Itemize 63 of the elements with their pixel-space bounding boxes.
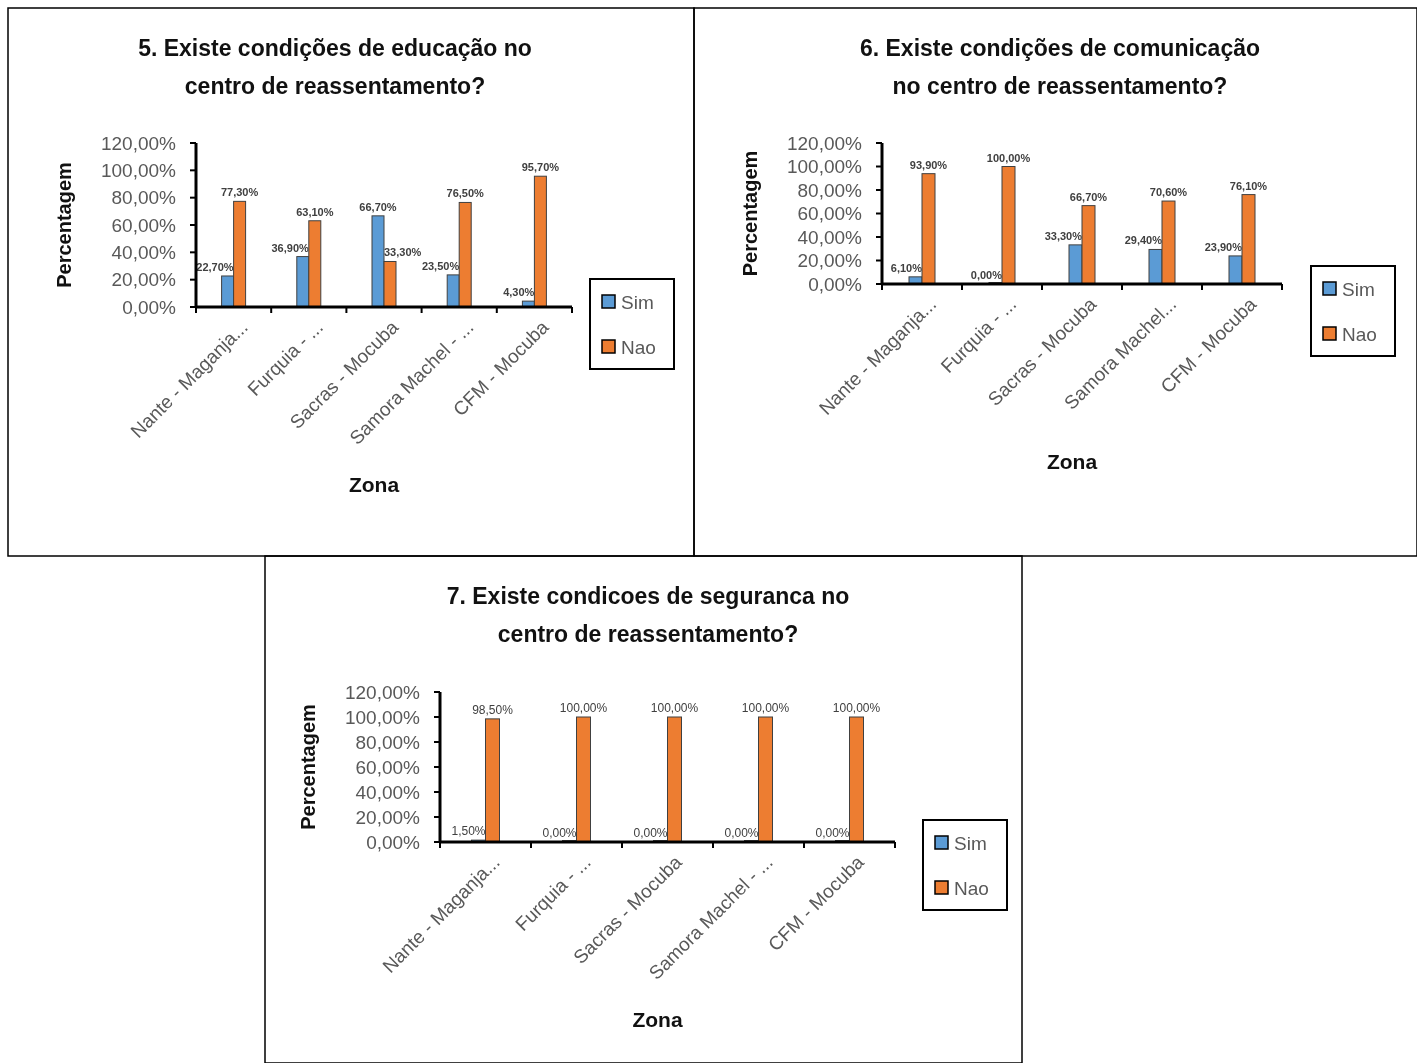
data-label: 63,10%	[296, 205, 334, 218]
y-tick-label: 80,00%	[355, 731, 421, 753]
chart-title: 6. Existe condições de comunicação no centro de reassentamento?	[859, 35, 1261, 99]
data-label: 33,30%	[1044, 229, 1083, 242]
legend-label: Nao	[621, 336, 656, 358]
y-tick-label: 60,00%	[797, 203, 863, 225]
data-label: 100,00%	[650, 701, 699, 715]
legend-label: Sim	[1342, 278, 1375, 300]
y-tick-label: 120,00%	[786, 132, 863, 154]
y-tick-label: 120,00%	[100, 132, 177, 154]
data-label: 66,70%	[1069, 190, 1108, 203]
y-axis-title: Percentagem	[53, 162, 75, 288]
data-label: 0,00%	[970, 269, 1003, 281]
legend-label: Sim	[621, 291, 654, 313]
data-label: 100,00%	[559, 701, 608, 715]
y-tick-label: 40,00%	[355, 781, 421, 803]
data-label: 0,00%	[542, 826, 577, 840]
y-tick-label: 60,00%	[355, 756, 421, 778]
y-tick-label: 0,00%	[366, 831, 421, 853]
data-label: 0,00%	[633, 826, 668, 840]
data-label: 100,00%	[741, 701, 790, 715]
y-tick-label: 0,00%	[122, 296, 177, 318]
y-axis-title: Percentagem	[297, 704, 319, 830]
data-label: 93,90%	[909, 158, 948, 171]
data-label: 70,60%	[1149, 186, 1188, 199]
data-label: 66,70%	[359, 200, 397, 213]
data-label: 29,40%	[1124, 234, 1163, 247]
y-tick-label: 120,00%	[344, 681, 421, 703]
data-label: 4,30%	[503, 286, 535, 299]
y-tick-label: 80,00%	[797, 179, 863, 201]
data-label: 76,50%	[446, 187, 485, 200]
y-tick-label: 20,00%	[797, 250, 863, 272]
y-tick-label: 80,00%	[111, 187, 177, 209]
y-tick-label: 0,00%	[808, 273, 863, 295]
data-label: 0,00%	[724, 826, 759, 840]
chart-title: 7. Existe condicoes de seguranca no centro de reassentamento?	[446, 583, 850, 647]
legend-label: Nao	[954, 877, 989, 899]
y-axis-title: Percentagem	[739, 150, 761, 277]
data-label: 76,10%	[1229, 179, 1268, 192]
data-label: 100,00%	[986, 151, 1031, 164]
x-axis-title: Zona	[632, 1008, 683, 1031]
legend-label: Nao	[1342, 323, 1377, 345]
x-axis-title: Zona	[348, 473, 400, 496]
y-tick-label: 40,00%	[797, 226, 863, 248]
data-label: 100,00%	[832, 701, 881, 715]
y-tick-label: 100,00%	[100, 159, 177, 181]
y-tick-label: 20,00%	[355, 806, 421, 828]
y-tick-label: 60,00%	[111, 214, 177, 236]
data-label: 98,50%	[472, 702, 514, 717]
data-label: 77,30%	[220, 186, 259, 199]
data-label: 1,50%	[451, 824, 486, 839]
data-label: 23,50%	[421, 259, 460, 272]
y-tick-label: 100,00%	[786, 156, 863, 178]
data-label: 33,30%	[384, 246, 422, 259]
y-tick-label: 40,00%	[111, 241, 177, 263]
data-label: 95,70%	[521, 161, 560, 174]
data-label: 6,10%	[890, 261, 923, 274]
y-tick-label: 100,00%	[344, 706, 421, 728]
data-label: 23,90%	[1204, 240, 1243, 253]
chart-title: 5. Existe condições de educação no centro de reassentamento?	[138, 35, 532, 99]
y-tick-label: 20,00%	[111, 269, 177, 291]
x-axis-title: Zona	[1046, 450, 1098, 473]
legend-label: Sim	[954, 832, 987, 854]
